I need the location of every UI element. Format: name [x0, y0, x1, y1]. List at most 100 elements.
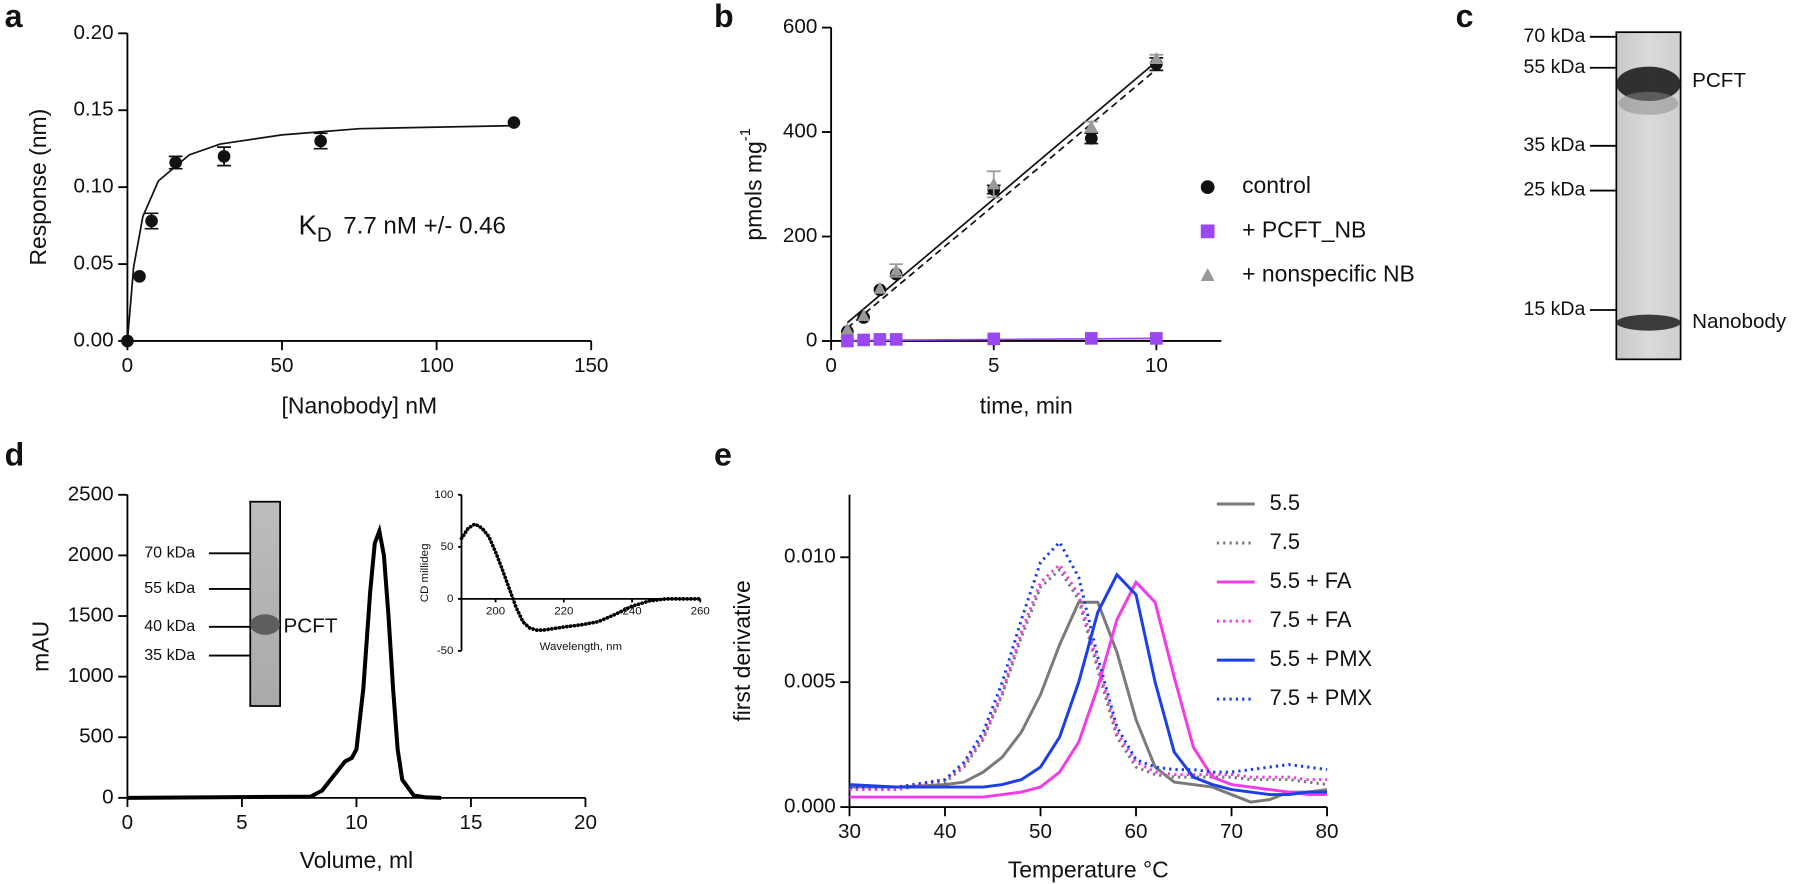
- x-tick-label: 100: [419, 354, 453, 377]
- x-tick-label: 70: [1220, 820, 1243, 843]
- y-tick-label: 500: [79, 725, 113, 748]
- data-point: [1085, 119, 1098, 132]
- x-tick-label: 50: [1029, 820, 1052, 843]
- trace-line: [127, 523, 442, 800]
- legend-label: 7.5 + PMX: [1270, 685, 1373, 710]
- x-tick-label: 15: [459, 811, 482, 834]
- data-point: [507, 116, 521, 129]
- x-axis-label: Volume, ml: [300, 847, 413, 873]
- x-tick-label: 200: [486, 606, 505, 618]
- legend-label: 5.5: [1270, 490, 1300, 515]
- y-axis-label: Response (nm): [25, 109, 51, 266]
- data-point: [841, 334, 854, 348]
- x-tick-label: 240: [622, 606, 641, 618]
- data-point: [841, 322, 854, 335]
- legend-label: + PCFT_NB: [1242, 216, 1366, 242]
- legend-label: 5.5 + FA: [1270, 568, 1352, 593]
- x-tick-label: 60: [1125, 820, 1148, 843]
- y-tick-label: 0.20: [73, 21, 113, 44]
- gel-lane: [249, 500, 281, 707]
- marker-label: 70 kDa: [1524, 25, 1586, 47]
- y-tick-label: 200: [783, 224, 817, 247]
- legend-symbol: [1200, 180, 1215, 195]
- band-label: PCFT: [284, 614, 338, 637]
- y-tick-label: 0.000: [784, 795, 836, 818]
- x-tick-label: 10: [345, 811, 368, 834]
- x-tick-label: 5: [236, 811, 248, 834]
- x-axis-label: [Nanobody] nM: [282, 393, 438, 419]
- legend-label: + nonspecific NB: [1242, 261, 1415, 287]
- panel-label: c: [1456, 0, 1474, 34]
- y-tick-label: 0.00: [73, 328, 113, 351]
- y-axis-label: first derivative: [729, 580, 755, 722]
- x-axis-label: Temperature °C: [1008, 856, 1169, 882]
- marker-label: 35 kDa: [1524, 134, 1586, 156]
- series-line: [849, 539, 1328, 789]
- x-tick-label: 0: [122, 811, 134, 834]
- annotation-symbol: K: [298, 210, 317, 241]
- marker-label: 55 kDa: [144, 579, 195, 597]
- series-line: [849, 562, 1328, 792]
- x-tick-label: 0: [825, 354, 837, 377]
- fit-line: [846, 68, 1157, 329]
- data-point: [133, 270, 146, 283]
- legend-symbol: [1200, 267, 1215, 282]
- x-tick-label: 0: [122, 354, 134, 377]
- x-tick-label: 80: [1316, 820, 1339, 843]
- legend-label: 7.5: [1270, 529, 1300, 554]
- data-point: [987, 177, 1001, 190]
- y-tick-label: 0.005: [784, 670, 836, 693]
- data-point: [314, 134, 327, 148]
- marker-label: 55 kDa: [1524, 56, 1586, 78]
- y-tick-label: 400: [783, 120, 817, 143]
- gel-band: [250, 614, 281, 635]
- x-tick-label: 10: [1145, 354, 1168, 377]
- band-label: Nanobody: [1692, 310, 1787, 333]
- x-tick-label: 20: [574, 811, 597, 834]
- legend-symbol: [1200, 224, 1215, 239]
- data-point: [217, 150, 231, 163]
- series-line: [849, 600, 1328, 804]
- data-point: [145, 214, 158, 228]
- legend-label: 5.5 + PMX: [1270, 646, 1373, 671]
- marker-label: 40 kDa: [144, 617, 195, 635]
- marker-label: 15 kDa: [1524, 298, 1586, 320]
- panel-label: b: [714, 0, 734, 34]
- y-axis-label: mAU: [28, 621, 54, 672]
- x-tick-label: 40: [934, 820, 957, 843]
- y-axis-label: CD millideg: [419, 544, 431, 603]
- data-point: [987, 332, 1001, 346]
- x-tick-label: 30: [838, 820, 861, 843]
- y-tick-label: 0: [447, 593, 453, 605]
- x-axis-label: Wavelength, nm: [540, 641, 622, 653]
- gel-band: [1616, 314, 1681, 331]
- data-point: [1085, 132, 1098, 145]
- x-tick-label: 260: [691, 606, 710, 618]
- y-tick-label: 0.10: [73, 175, 113, 198]
- legend-label: control: [1242, 172, 1311, 198]
- y-tick-label: 0: [102, 785, 113, 808]
- y-tick-label: 2000: [68, 543, 114, 566]
- y-tick-label: 0.010: [784, 545, 836, 568]
- y-tick-label: 1500: [68, 603, 114, 626]
- marker-label: 70 kDa: [144, 544, 195, 562]
- x-tick-label: 220: [554, 606, 573, 618]
- annotation: KD 7.7 nM +/- 0.46: [298, 210, 506, 247]
- series-line: [849, 572, 1328, 797]
- y-tick-label: 0: [806, 328, 817, 351]
- y-axis-label: pmols mg-1: [737, 128, 766, 241]
- data-point: [169, 156, 182, 169]
- x-tick-label: 5: [988, 354, 1000, 377]
- annotation-subscript: D: [317, 224, 332, 247]
- y-tick-label: 0.05: [73, 252, 113, 275]
- y-tick-label: 100: [434, 489, 453, 501]
- data-point: [1150, 51, 1163, 64]
- series-line: [849, 579, 1328, 799]
- data-point: [1150, 332, 1163, 345]
- fit-line: [846, 60, 1157, 324]
- annotation-text: 7.7 nM +/- 0.46: [343, 213, 506, 240]
- data-point: [121, 334, 134, 348]
- panel-label: a: [5, 0, 24, 34]
